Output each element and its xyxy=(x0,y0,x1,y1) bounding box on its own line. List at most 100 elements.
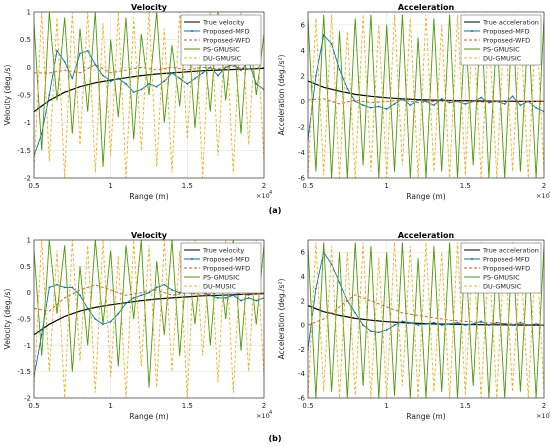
data-point xyxy=(140,88,143,91)
data-point xyxy=(71,286,74,289)
y-tick-label: -1.5 xyxy=(17,368,31,376)
data-point xyxy=(86,49,89,52)
y-tick-label: 4 xyxy=(301,273,306,281)
axes-frame xyxy=(33,11,265,179)
data-point xyxy=(385,108,388,110)
legend-label: DU-GMUSIC xyxy=(483,282,522,290)
data-point xyxy=(338,281,341,284)
x-exponent-label: ×10 xyxy=(536,412,550,420)
series-line-proposed-wfd xyxy=(308,294,544,326)
data-point xyxy=(240,299,242,302)
y-tick-label: 0 xyxy=(301,98,305,106)
y-axis-label: Acceleration (deg./s²) xyxy=(277,55,286,136)
data-point xyxy=(140,294,143,297)
y-tick-label: -0.5 xyxy=(17,316,31,324)
legend-marker xyxy=(191,258,193,260)
data-point xyxy=(370,330,372,333)
x-exponent-label: ×10 xyxy=(256,192,270,200)
series-line-true-velocity xyxy=(34,67,264,113)
x-tick-label: 2 xyxy=(262,182,266,190)
data-point xyxy=(40,132,43,135)
data-point xyxy=(40,333,43,336)
x-axis-label: Range (m) xyxy=(406,412,445,421)
y-axis-label: Velocity (deg./s) xyxy=(3,65,12,126)
data-point xyxy=(511,324,514,326)
data-point xyxy=(448,322,451,325)
y-tick-label: -6 xyxy=(298,175,306,183)
data-point xyxy=(56,49,58,52)
data-point xyxy=(63,286,66,289)
chart-a-velocity: -2 -1.5 -1 -0.5 0 0.5 1 0.5 1 1.5 2 Velocity Range (… xyxy=(3,3,272,201)
legend-marker xyxy=(471,258,473,260)
legend-label: DU-GMUSIC xyxy=(483,54,522,62)
data-point xyxy=(163,283,166,286)
data-point xyxy=(417,99,420,102)
series-line-true-velocity xyxy=(34,293,264,336)
legend: True velocityProposed-MFDProposed-WFDPS-… xyxy=(180,14,262,66)
legend: True velocityProposed-MFDProposed-WFDPS-… xyxy=(180,242,262,294)
data-point xyxy=(393,324,396,326)
x-tick-label: 1 xyxy=(108,182,112,190)
data-point xyxy=(109,320,112,323)
data-point xyxy=(377,105,380,108)
legend-label: PS-GMUSIC xyxy=(203,45,240,53)
legend-marker xyxy=(191,30,193,32)
series-group xyxy=(308,14,544,178)
y-tick-label: 2 xyxy=(301,297,305,305)
y-tick-label: -2 xyxy=(298,123,305,131)
data-point xyxy=(503,103,506,105)
y-tick-label: 0 xyxy=(27,289,31,297)
data-point xyxy=(109,80,112,83)
x-tick-label: 1.5 xyxy=(460,182,471,190)
y-tick-label: 6 xyxy=(301,249,306,257)
legend-label: True velocity xyxy=(202,18,244,26)
x-axis-label: Range (m) xyxy=(129,192,168,201)
x-tick-label: 1 xyxy=(108,402,112,410)
data-point xyxy=(448,101,451,104)
y-tick-label: 0 xyxy=(301,322,305,330)
data-point xyxy=(194,77,196,80)
y-axis-label: Velocity (deg./s) xyxy=(3,289,12,350)
y-tick-label: -4 xyxy=(298,370,306,378)
x-tick-label: 1 xyxy=(384,182,388,190)
x-exponent-power: 4 xyxy=(269,410,272,416)
series-group xyxy=(308,242,544,398)
y-tick-label: -0.5 xyxy=(17,92,31,100)
x-axis-label: Range (m) xyxy=(129,412,168,421)
y-tick-label: -2 xyxy=(24,175,31,183)
data-point xyxy=(63,60,66,63)
data-point xyxy=(86,307,89,310)
data-point xyxy=(527,324,530,326)
data-point xyxy=(338,68,341,71)
x-tick-label: 0.5 xyxy=(28,402,39,410)
legend-label: Proposed-MFD xyxy=(203,27,250,35)
data-point xyxy=(178,291,181,294)
data-point xyxy=(480,96,482,99)
legend-label: Proposed-WFD xyxy=(203,264,250,272)
series-line-ps-gmusic xyxy=(34,240,264,388)
data-point xyxy=(163,80,166,83)
x-exponent-power: 4 xyxy=(269,190,272,196)
data-point xyxy=(255,83,258,85)
data-point xyxy=(393,103,396,105)
data-point xyxy=(94,63,97,66)
legend-label: True acceleration xyxy=(482,18,539,26)
chart-title: Acceleration xyxy=(398,3,455,12)
y-tick-label: -1.5 xyxy=(17,147,31,155)
data-point xyxy=(217,297,219,299)
x-exponent-label: ×10 xyxy=(256,412,270,420)
data-point xyxy=(171,71,173,74)
y-tick-label: 1 xyxy=(27,237,31,245)
data-point xyxy=(224,297,227,299)
data-point xyxy=(440,97,443,100)
data-point xyxy=(322,34,325,36)
data-point xyxy=(56,283,58,286)
data-point xyxy=(102,74,104,77)
data-point xyxy=(409,321,412,324)
data-point xyxy=(456,321,459,324)
data-point xyxy=(79,294,81,297)
data-point xyxy=(155,286,158,289)
y-tick-label: -2 xyxy=(24,395,31,403)
data-point xyxy=(362,324,364,326)
legend-label: Proposed-WFD xyxy=(483,264,530,272)
